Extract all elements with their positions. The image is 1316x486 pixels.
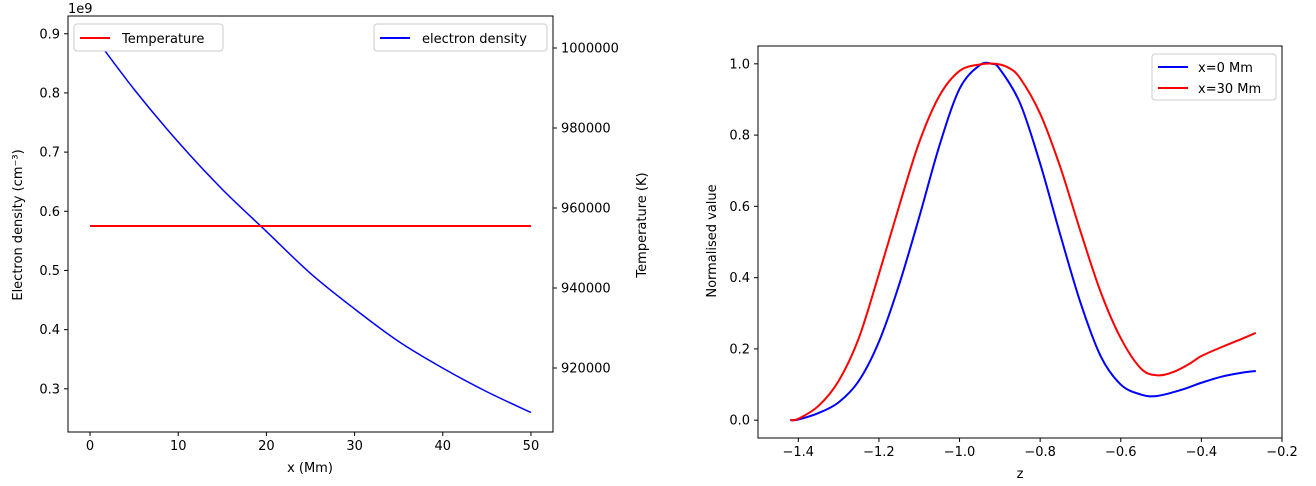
left-x-tick-label: 0 [86,439,94,454]
left-chart-ticks: 0 10 20 30 40 50 0.3 0.4 0.5 0.6 0.7 0.8 0.9 920000 94… [39,27,619,454]
right-chart-x-tick-label: −1.0 [944,445,976,460]
right-y-tick-label: 980000 [561,122,611,137]
right-chart-ticks: −1.4 −1.2 −1.0 −0.8 −0.6 −0.4 −0.2 0.0 0.2 0.4 0.6… [729,57,1297,460]
right-y-tick-label: 940000 [561,282,611,297]
right-chart-lines [790,61,1257,422]
left-y-tick-label: 0.5 [39,264,60,279]
density-legend-label: electron density [422,32,527,47]
right-chart-y-tick-label: 0.2 [729,342,750,357]
left-y-tick-label: 0.9 [39,27,60,42]
density-legend: electron density [373,23,548,52]
right-chart-x-tick-label: −0.8 [1024,445,1056,460]
left-x-tick-label: 20 [258,439,275,454]
x30-mm-line [790,62,1257,422]
right-chart-x-tick-label: −1.4 [783,445,815,460]
left-offset-label: 1e9 [68,2,93,17]
right-chart-x-label: z [1017,467,1024,482]
right-y-tick-label: 1000000 [561,42,619,57]
temperature-legend-label: Temperature [121,32,204,47]
left-x-label: x (Mm) [287,461,333,476]
right-chart-y-tick-label: 0.6 [729,200,750,215]
left-x-tick-label: 50 [523,439,540,454]
right-chart-frame [757,45,1283,439]
right-chart-y-tick-label: 0.4 [729,271,750,286]
right-chart-x-tick-label: −0.6 [1105,445,1137,460]
right-chart-y-tick-label: 1.0 [729,57,750,72]
right-chart-y-tick-label: 0.8 [729,129,750,144]
density-legend-box [373,23,548,52]
right-chart-legend: x=0 Mm x=30 Mm [1151,53,1277,101]
left-chart-frame [67,15,554,433]
right-chart-panel: Normalised value z −1.4 −1.2 −1.0 −0.8 −0.6−… [705,45,1298,482]
left-y-tick-label: 0.6 [39,205,60,220]
x30-legend-label: x=30 Mm [1198,82,1261,97]
left-x-tick-label: 30 [346,439,363,454]
left-y-tick-label: 0.3 [39,382,60,397]
right-y-tick-label: 920000 [561,362,611,377]
left-y-tick-label: 0.4 [39,323,60,338]
right-chart-x-tick-label: −1.2 [863,445,895,460]
right-chart-x-tick-label: −0.4 [1186,445,1218,460]
right-chart-y-tick-label: 0.0 [729,414,750,429]
left-x-tick-label: 10 [170,439,187,454]
x0-mm-line [790,61,1256,422]
electron-density-line [89,30,532,414]
left-y-label: Electron density (cm⁻³) [11,149,26,300]
right-y-label: Temperature (K) [635,172,650,278]
x0-legend-label: x=0 Mm [1198,61,1253,76]
left-y-tick-label: 0.7 [39,146,60,161]
left-y-tick-label: 0.8 [39,86,60,101]
temperature-legend: Temperature [73,23,224,52]
right-chart-x-tick-label: −0.2 [1266,445,1298,460]
temperature-legend-box [73,23,224,52]
left-chart-lines [89,30,532,414]
left-chart-panel: 1e9 Electron density (cm⁻³) Temperature … [11,2,650,476]
left-x-tick-label: 40 [434,439,451,454]
right-y-tick-label: 960000 [561,202,611,217]
right-chart-y-label: Normalised value [705,184,720,297]
